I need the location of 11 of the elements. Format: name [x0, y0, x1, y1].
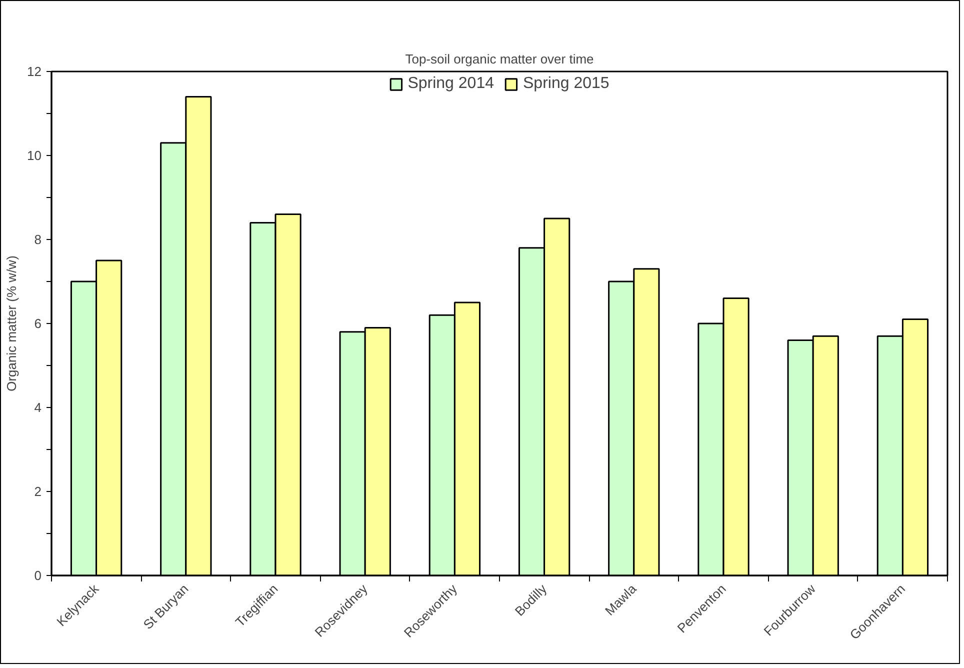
legend-label: Spring 2015 [523, 75, 610, 93]
y-tick-label: 0 [34, 568, 42, 583]
y-tick-label: 6 [34, 316, 42, 331]
y-axis-title: Organic matter (% w/w) [4, 256, 20, 392]
y-tick-label: 2 [34, 484, 42, 499]
y-tick-label: 12 [27, 64, 42, 79]
y-tick-label: 10 [27, 148, 42, 163]
y-tick-label: 8 [34, 232, 42, 247]
chart-title: Top-soil organic matter over time [405, 52, 594, 66]
legend-label: Spring 2014 [408, 75, 494, 93]
y-tick-label: 4 [34, 400, 42, 415]
